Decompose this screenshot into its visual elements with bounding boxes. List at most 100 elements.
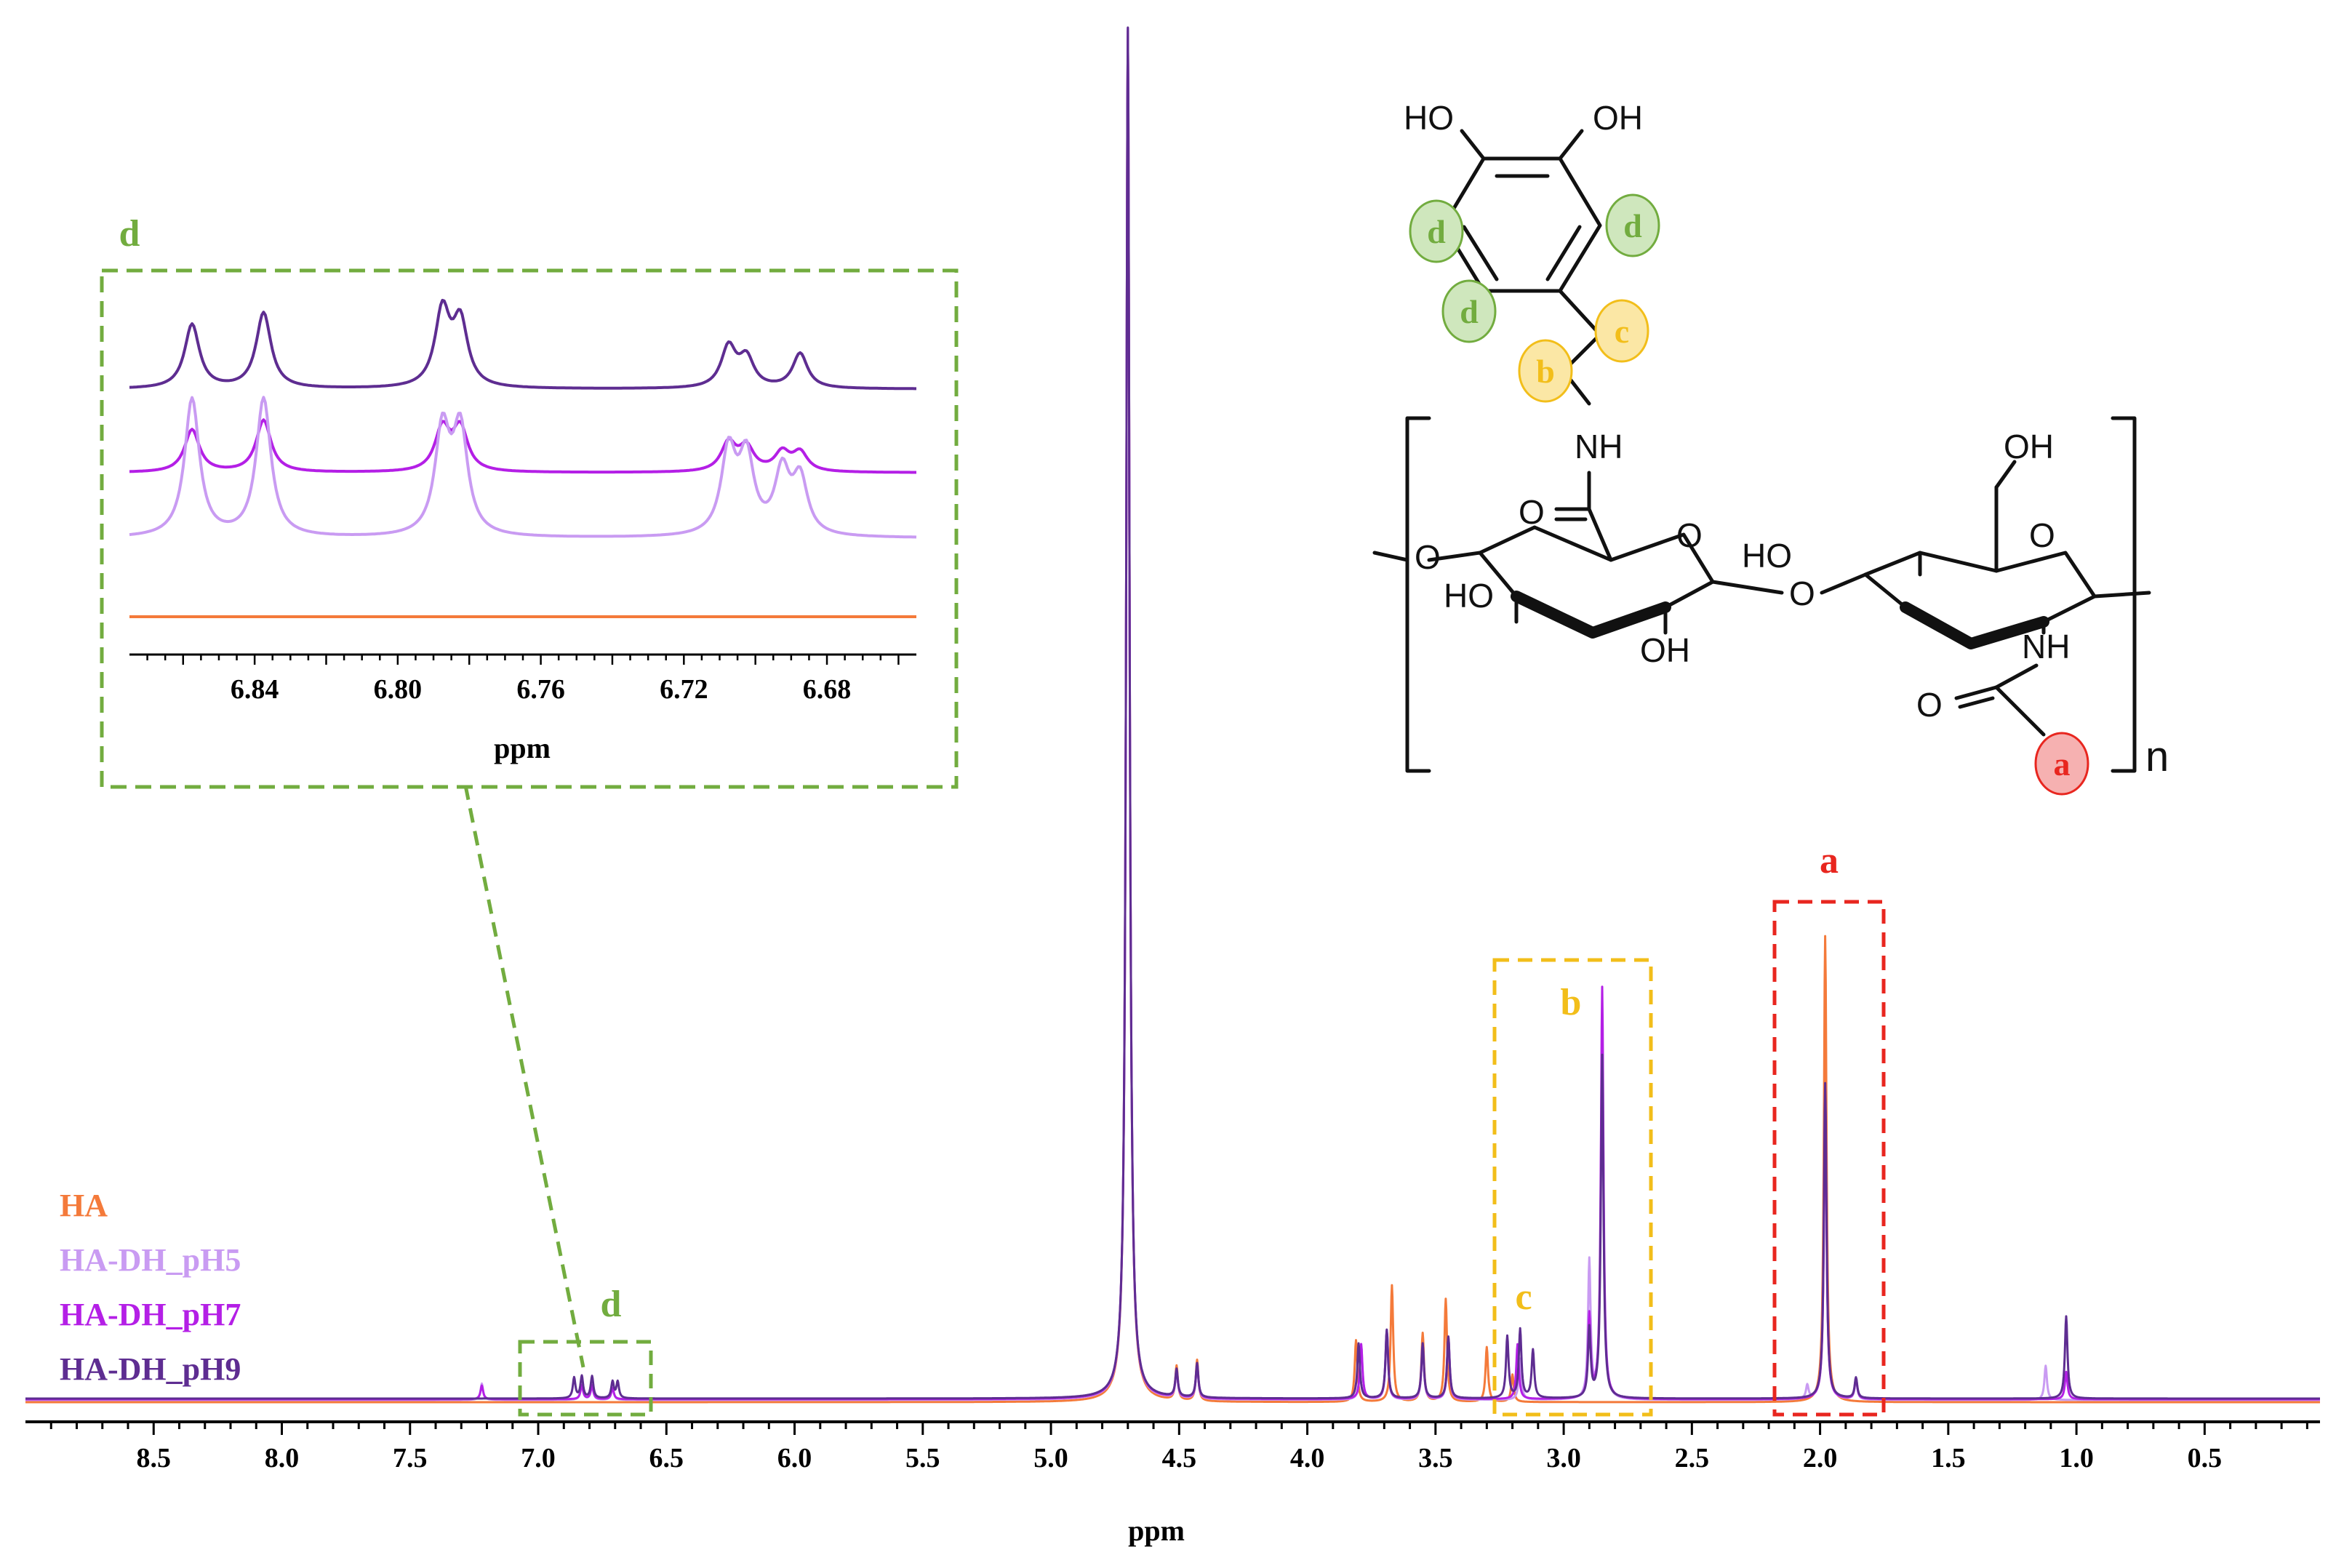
trace-ha-dh-ph7 — [25, 27, 2321, 1401]
legend-label-ha-dh-ph5: HA-DH_pH5 — [60, 1242, 241, 1278]
main-tick-label: 4.0 — [1290, 1443, 1325, 1473]
bond-ch2oh-o — [1994, 460, 2017, 489]
bond-ho-left — [1460, 129, 1486, 161]
label-nh-acetyl: NH — [2022, 628, 2070, 665]
inset-tick-label: 6.72 — [660, 674, 708, 705]
inset-tick-label: 6.68 — [803, 674, 852, 705]
main-x-axis: 8.5 8.0 7.5 7.0 6.5 6.0 5.5 5.0 4.5 4.0 3.5 3.0 2.5 2… — [25, 1420, 2320, 1473]
bond-acetyl-1 — [1994, 663, 2039, 689]
main-tick-label: 3.0 — [1546, 1443, 1581, 1473]
site-d-marker-1 — [1409, 199, 1464, 263]
inset-x-axis: 6.84 6.80 6.76 6.72 6.68 — [129, 653, 916, 705]
label-o-left: O — [1415, 538, 1441, 576]
bond-oh-right — [1558, 129, 1584, 161]
label-o-link: O — [1789, 575, 1815, 612]
legend-label-ha: HA — [60, 1188, 108, 1223]
bracket-left — [1405, 416, 1431, 773]
main-spectrum-traces — [25, 26, 2321, 1404]
bond-link-left — [1711, 580, 1784, 595]
bond-carbonyl-ring — [1587, 507, 1613, 562]
main-tick-label: 6.5 — [649, 1443, 684, 1473]
bond-link-right — [1820, 572, 1868, 595]
label-repeat-n: n — [2145, 733, 2169, 780]
bond-acetyl-co-double — [1958, 696, 1995, 709]
region-label-c: c — [1515, 1276, 1532, 1318]
label-o-ring2: O — [2029, 516, 2055, 554]
region-label-d: d — [601, 1284, 622, 1325]
label-oh-ring1: OH — [1640, 631, 1690, 669]
inset-connector-line — [463, 785, 585, 1368]
chemical-structure — [1372, 129, 2151, 773]
legend: HA HA-DH_pH5 HA-DH_pH7 HA-DH_pH9 — [60, 1188, 241, 1387]
region-label-a: a — [1820, 840, 1839, 881]
region-box-b — [1492, 958, 1653, 1417]
main-tick-label: 1.0 — [2059, 1443, 2094, 1473]
main-tick-label: 8.0 — [265, 1443, 300, 1473]
main-tick-label: 2.5 — [1675, 1443, 1710, 1473]
inset-label: d — [119, 213, 140, 255]
inset-trace-ha-dh-ph7 — [129, 418, 916, 474]
proton-site-markers: d d d c b a — [1409, 193, 2089, 796]
bond-end-left — [1372, 551, 1409, 562]
ring-double-bond-right — [1545, 225, 1582, 281]
main-tick-label: 4.5 — [1162, 1443, 1197, 1473]
main-tick-label: 1.5 — [1931, 1443, 1966, 1473]
inset-trace-ha-dh-ph5 — [129, 396, 917, 539]
label-o-ring1: O — [1676, 516, 1703, 554]
site-a-marker — [2034, 732, 2089, 796]
label-ho-ring2: HO — [1742, 537, 1792, 575]
inset-frame — [100, 268, 959, 789]
catechol-ring — [1441, 156, 1602, 293]
inset-traces — [129, 298, 917, 618]
bracket-right — [2111, 416, 2137, 773]
sugar-ring-2-bold-edge — [1900, 601, 2049, 649]
legend-label-ha-dh-ph7: HA-DH_pH7 — [60, 1297, 241, 1332]
region-box-a — [1772, 900, 1886, 1417]
main-tick-label: 6.0 — [777, 1443, 812, 1473]
site-d-marker-2 — [1605, 193, 1660, 257]
inset-tick-label: 6.84 — [231, 674, 279, 705]
main-tick-label: 8.5 — [137, 1443, 172, 1473]
site-b-label: b — [1536, 353, 1555, 390]
label-oh-ch2: OH — [2004, 428, 2054, 465]
main-tick-label: 5.5 — [905, 1443, 940, 1473]
sugar-ring-1-bold-edge — [1511, 591, 1671, 639]
site-d-label-3: d — [1460, 293, 1479, 330]
region-box-d — [518, 1340, 653, 1417]
main-tick-label: 7.0 — [521, 1443, 556, 1473]
main-tick-label: 0.5 — [2188, 1443, 2223, 1473]
bond-ring-ch2c — [1558, 289, 1602, 337]
site-d-marker-3 — [1441, 279, 1497, 343]
main-x-axis-title: ppm — [1128, 1514, 1185, 1547]
bond-o-left — [1427, 551, 1482, 562]
site-d-label-1: d — [1427, 213, 1446, 250]
trace-ha-dh-ph9 — [25, 26, 2321, 1400]
region-label-b: b — [1561, 982, 1582, 1023]
site-d-label-2: d — [1623, 207, 1642, 244]
inset-trace-ha-dh-ph9 — [129, 298, 916, 391]
legend-label-ha-dh-ph9: HA-DH_pH9 — [60, 1351, 241, 1387]
structure-labels: HO OH NH O O O O HO OH HO O OH NH O n — [1404, 99, 2169, 780]
bond-acetyl-ch3 — [1994, 685, 2046, 737]
bond-acetyl-co — [1954, 685, 1999, 700]
site-a-label: a — [2054, 745, 2071, 783]
trace-ha — [25, 30, 2321, 1404]
main-tick-label: 3.5 — [1418, 1443, 1453, 1473]
region-boxes: a b d c — [518, 840, 1886, 1417]
inset-x-axis-title: ppm — [494, 732, 551, 764]
label-o-acetyl: O — [1916, 686, 1943, 724]
label-ho-ring1: HO — [1444, 577, 1494, 615]
ring-double-bond-left — [1462, 225, 1499, 281]
label-oh-top-right: OH — [1593, 99, 1643, 137]
label-o-carbonyl: O — [1519, 493, 1545, 531]
main-tick-label: 7.5 — [393, 1443, 428, 1473]
main-tick-label: 2.0 — [1803, 1443, 1838, 1473]
main-tick-label: 5.0 — [1033, 1443, 1068, 1473]
label-nh-amide: NH — [1575, 428, 1623, 465]
site-c-marker — [1594, 299, 1649, 363]
label-ho-top-left: HO — [1404, 99, 1454, 137]
site-b-marker — [1518, 339, 1573, 403]
site-c-label: c — [1615, 313, 1629, 350]
inset-tick-label: 6.80 — [374, 674, 423, 705]
